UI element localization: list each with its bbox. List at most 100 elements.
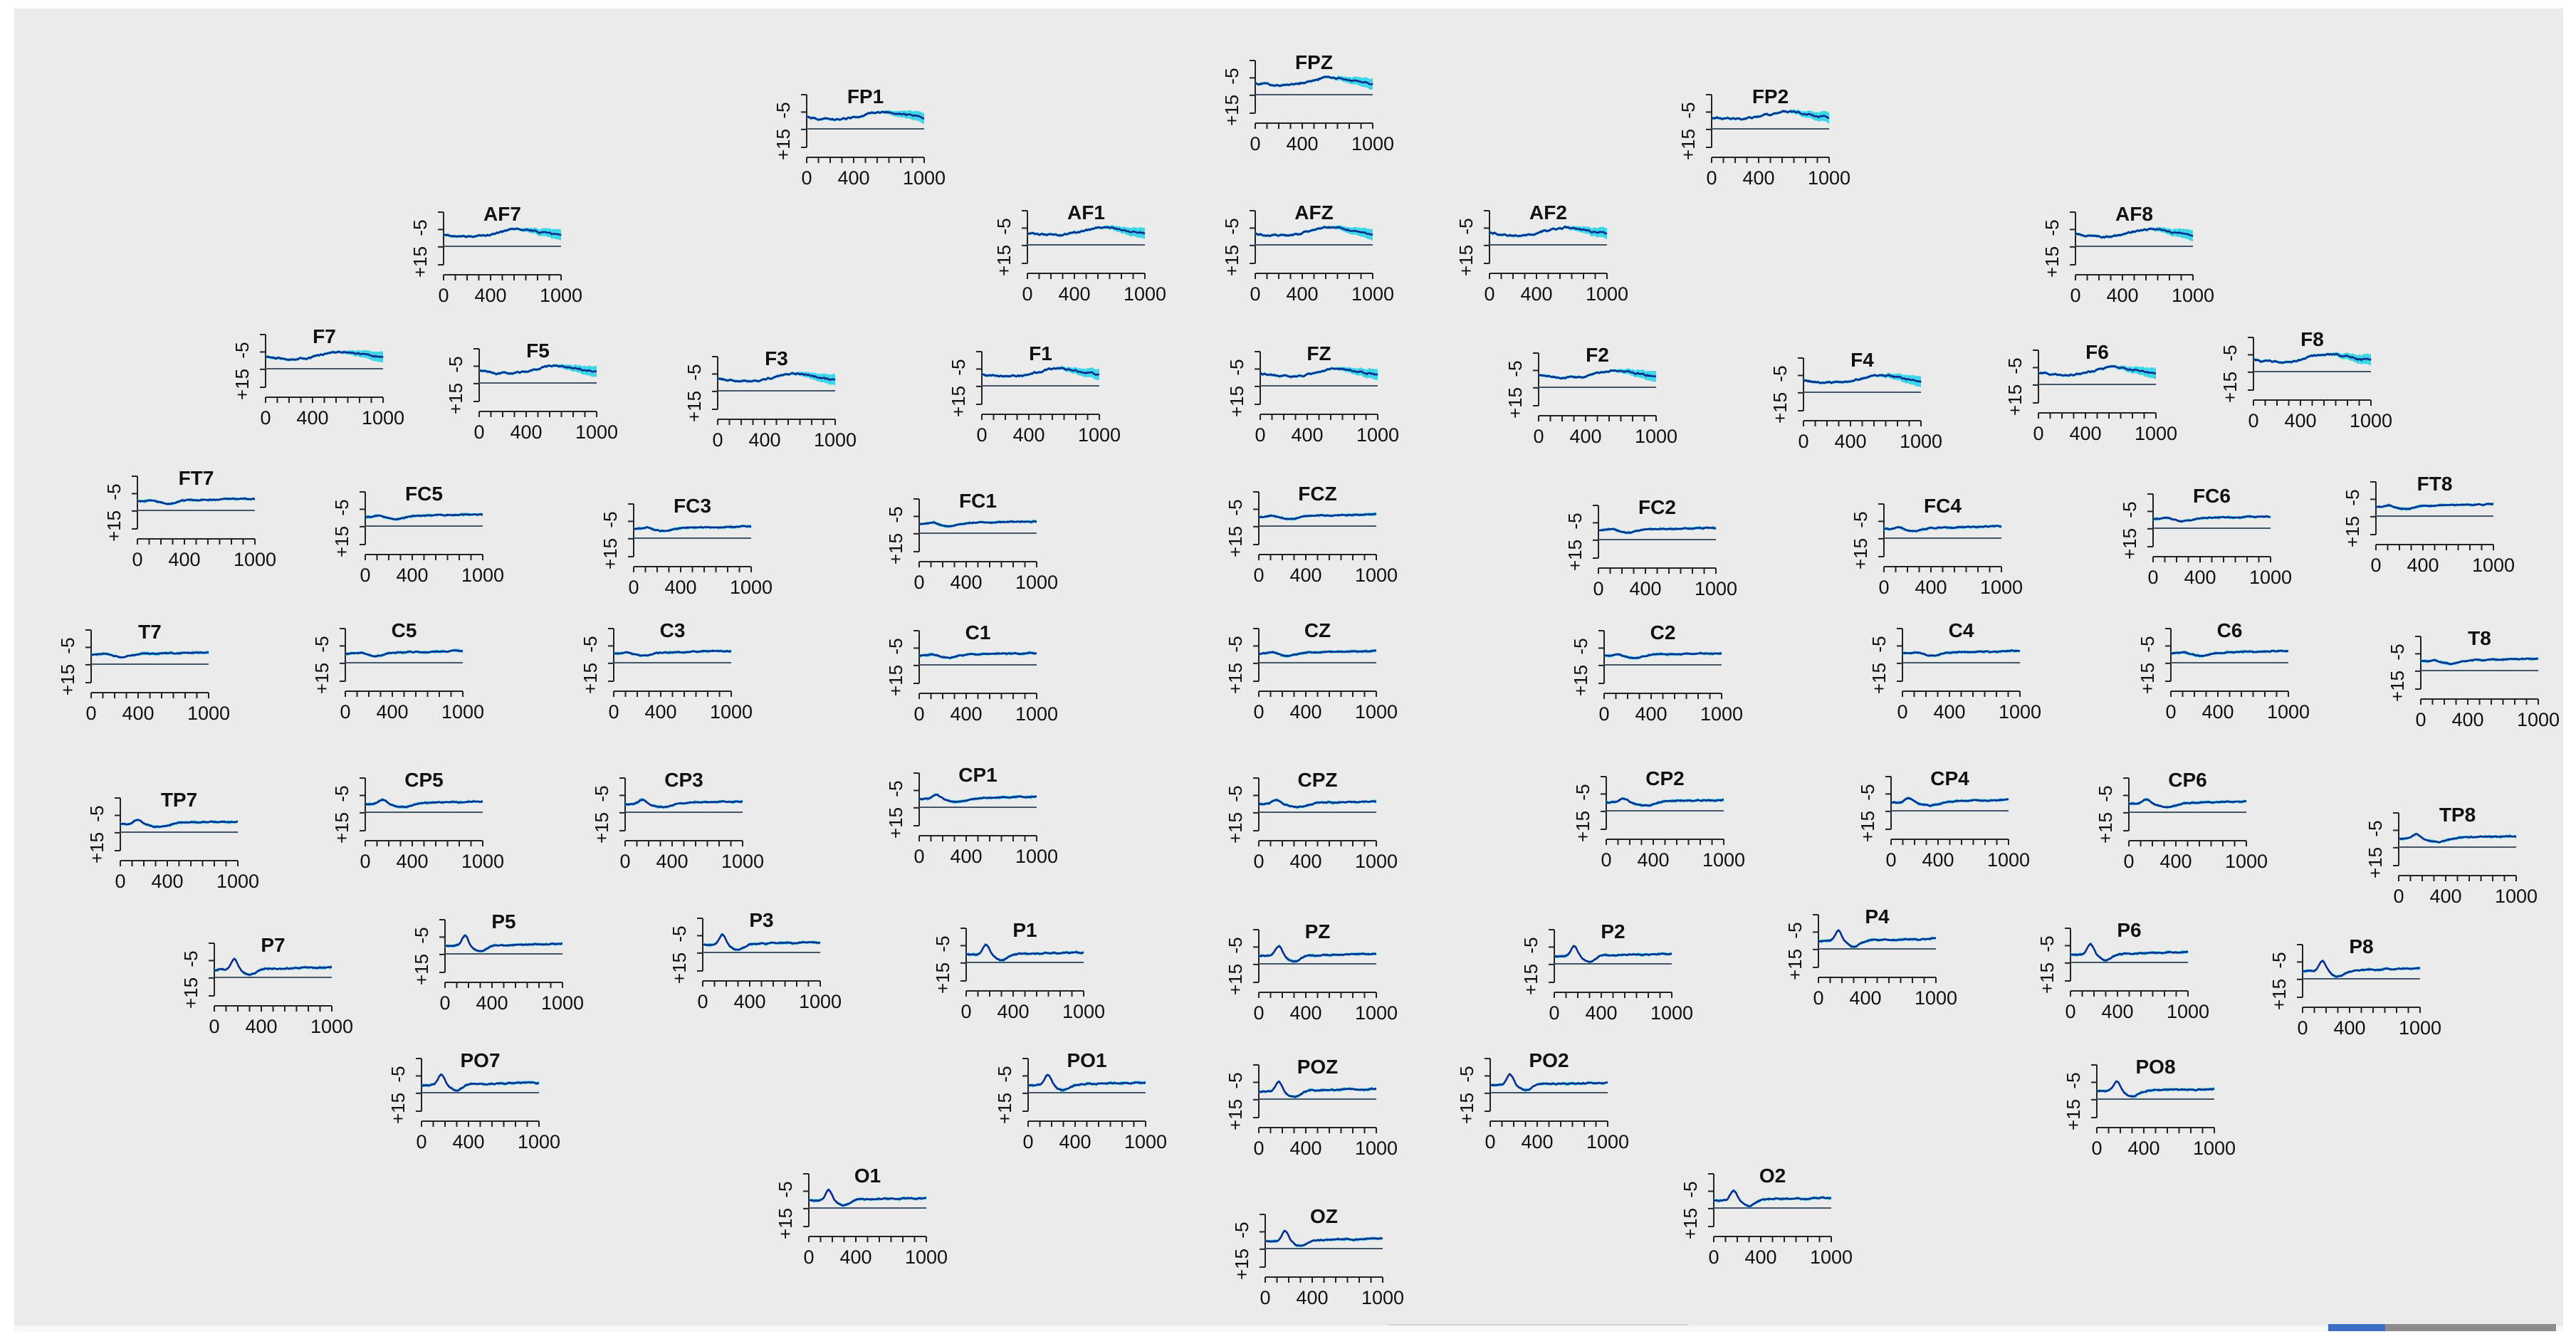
y-tick-label: +15 (1231, 1249, 1252, 1280)
y-tick-label: -5 (311, 636, 333, 652)
x-tick-label: 400 (168, 549, 200, 570)
mean-line (717, 372, 836, 383)
y-tick-label: -5 (885, 506, 906, 523)
x-tick-label: 400 (1933, 701, 1965, 723)
x-tick-label: 400 (2333, 1017, 2365, 1039)
x-tick-label: 1000 (1586, 283, 1628, 305)
x-tick-label: 400 (1291, 424, 1323, 446)
plot-c1: -5 +15 0 400 1000 C1 (885, 621, 1058, 725)
x-tick-label: 1000 (730, 577, 773, 598)
x-tick-label: 400 (1286, 283, 1318, 305)
y-tick-label: +15 (2036, 962, 2058, 994)
plot-c2: -5 +15 0 400 1000 C2 (1570, 621, 1743, 725)
x-tick-label: 0 (801, 167, 812, 189)
x-tick-label: 1000 (814, 429, 857, 451)
x-tick-label: 0 (2091, 1138, 2102, 1159)
x-tick-label: 400 (839, 1246, 871, 1268)
plot-afz: -5 +15 0 400 1000 AFZ (1221, 201, 1394, 305)
y-tick-label: +15 (948, 386, 969, 417)
y-tick-label: +15 (1520, 964, 1541, 995)
electrode-label: CPZ (1298, 769, 1338, 791)
x-tick-label: 1000 (2517, 709, 2560, 730)
electrode-label: CP6 (2168, 769, 2206, 791)
x-tick-label: 0 (712, 429, 723, 451)
mean-line (965, 943, 1084, 962)
electrode-label: AF8 (2115, 203, 2153, 225)
x-tick-label: 400 (950, 572, 982, 593)
electrode-label: PO1 (1067, 1049, 1106, 1071)
plot-f3: -5 +15 0 400 1000 F3 (684, 347, 857, 451)
mean-line (1489, 226, 1608, 238)
x-tick-label: 400 (1922, 849, 1954, 871)
plot-fz: -5 +15 0 400 1000 FZ (1226, 342, 1399, 446)
x-tick-label: 400 (1849, 987, 1881, 1009)
electrode-label: O2 (1759, 1165, 1786, 1187)
electrode-label: F5 (526, 340, 550, 362)
x-tick-label: 1000 (2495, 886, 2538, 907)
y-tick-label: +15 (411, 954, 432, 985)
electrode-label: PO7 (460, 1049, 500, 1071)
x-tick-label: 400 (997, 1001, 1029, 1022)
y-tick-label: +15 (2219, 372, 2241, 403)
electrode-label: C4 (1949, 619, 1974, 641)
y-tick-label: -5 (775, 1181, 796, 1197)
mean-line (613, 649, 732, 657)
electrode-label: FCZ (1298, 483, 1336, 505)
electrode-label: P2 (1601, 920, 1625, 942)
y-tick-label: -5 (1769, 365, 1791, 382)
electrode-label: F4 (1850, 349, 1874, 371)
electrode-label: P6 (2117, 919, 2141, 941)
electrode-label: FZ (1307, 342, 1331, 364)
plot-cp3: -5 +15 0 400 1000 CP3 (591, 769, 764, 872)
y-tick-label: -5 (1570, 638, 1591, 654)
y-tick-label: +15 (387, 1093, 409, 1124)
y-tick-label: -5 (600, 511, 621, 527)
x-tick-label: 0 (1260, 1287, 1270, 1308)
x-tick-label: 1000 (518, 1131, 560, 1152)
mean-line (1890, 797, 2009, 807)
x-tick-label: 0 (608, 701, 619, 723)
y-tick-label: +15 (1225, 812, 1246, 844)
x-tick-label: 0 (360, 851, 370, 872)
y-tick-label: -5 (86, 805, 108, 821)
y-tick-label: -5 (2036, 935, 2058, 952)
y-tick-label: -5 (994, 1066, 1015, 1082)
plot-poz: -5 +15 0 400 1000 POZ (1225, 1056, 1398, 1159)
mean-line (2070, 942, 2189, 962)
electrode-label: FP2 (1752, 85, 1789, 107)
confidence-band (1712, 109, 1829, 124)
y-tick-label: +15 (1677, 129, 1699, 160)
y-tick-label: -5 (2041, 219, 2063, 236)
y-tick-label: -5 (180, 950, 201, 967)
x-tick-label: 0 (2415, 709, 2426, 730)
x-tick-label: 400 (1289, 565, 1321, 586)
y-tick-label: +15 (2119, 528, 2140, 560)
y-tick-label: -5 (331, 785, 352, 802)
x-tick-label: 1000 (710, 701, 753, 723)
mean-line (1598, 526, 1717, 534)
x-tick-label: 0 (1022, 283, 1032, 305)
x-tick-label: 0 (913, 703, 924, 725)
y-tick-label: +15 (445, 383, 466, 414)
mean-line (137, 498, 255, 505)
x-tick-label: 1000 (541, 992, 584, 1014)
plot-p7: -5 +15 0 400 1000 P7 (180, 934, 353, 1037)
x-tick-label: 1000 (1356, 424, 1399, 446)
x-tick-label: 1000 (1915, 987, 1957, 1009)
figure-panel (14, 9, 2563, 1325)
x-tick-label: 1000 (461, 851, 504, 872)
plot-po2: -5 +15 0 400 1000 PO2 (1456, 1049, 1629, 1152)
mean-line (1883, 525, 2002, 532)
electrode-label: P7 (261, 934, 285, 956)
x-tick-label: 400 (1834, 431, 1866, 452)
x-tick-label: 0 (960, 1001, 971, 1022)
electrode-label: PZ (1305, 920, 1331, 942)
electrode-label: F3 (765, 347, 788, 369)
x-tick-label: 0 (2297, 1017, 2308, 1039)
electrode-label: CP1 (958, 764, 997, 786)
electrode-label: FP1 (847, 85, 884, 107)
y-tick-label: -5 (1225, 937, 1246, 953)
plot-ft8: -5 +15 0 400 1000 FT8 (2342, 473, 2515, 576)
plot-cp6: -5 +15 0 400 1000 CP6 (2095, 769, 2268, 872)
x-tick-label: 400 (1915, 577, 1947, 598)
